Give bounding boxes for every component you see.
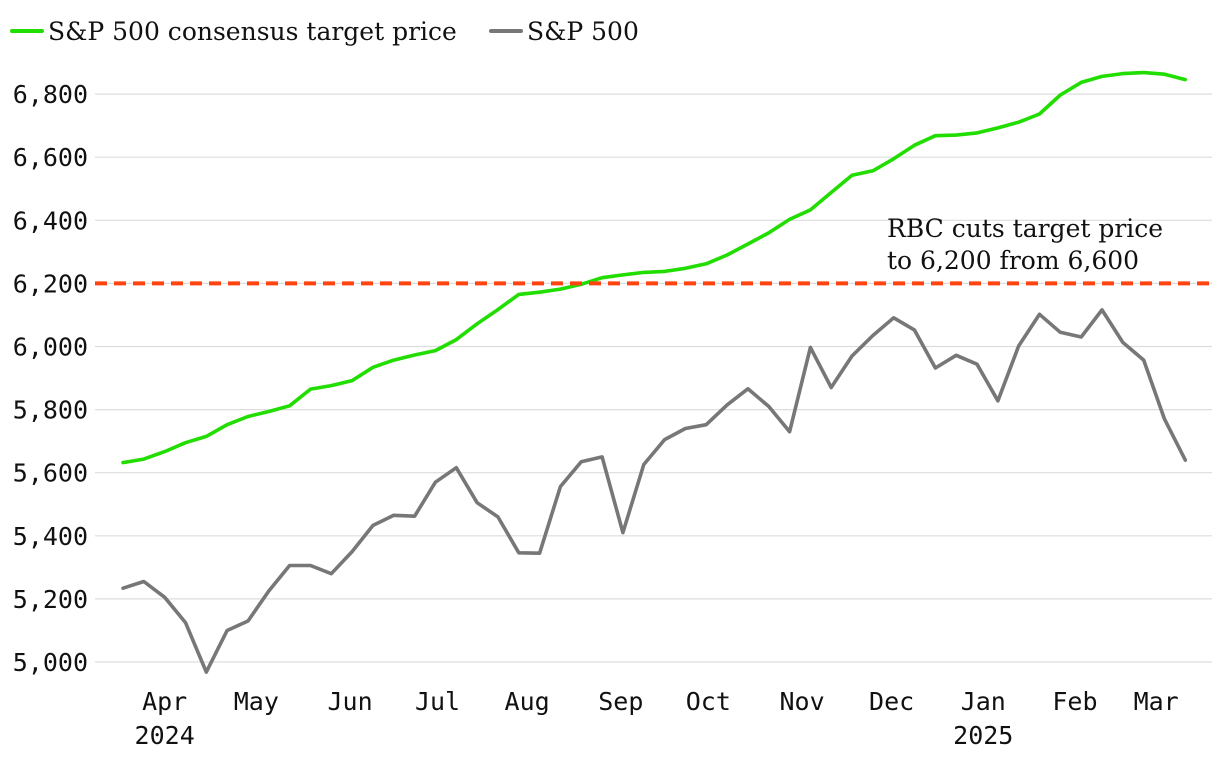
x-tick-year-label: 2024 xyxy=(135,721,195,750)
legend-label-sp500: S&P 500 xyxy=(527,17,639,46)
y-tick-label: 5,600 xyxy=(13,459,88,488)
x-tick-label: Aug xyxy=(505,687,550,716)
series-line-sp500 xyxy=(121,308,1188,674)
series-line-target-price xyxy=(121,70,1188,465)
y-tick-label: 6,200 xyxy=(13,269,88,298)
x-tick-label: Jul xyxy=(415,687,460,716)
y-tick-label: 5,000 xyxy=(13,648,88,677)
y-tick-label: 6,000 xyxy=(13,333,88,362)
x-tick-year-label: 2025 xyxy=(953,721,1013,750)
y-axis: 5,000 5,200 5,400 5,600 5,800 6,000 6,200 6,400… xyxy=(13,80,88,677)
annotation-line-1: RBC cuts target price xyxy=(887,214,1163,243)
x-tick-label: Mar xyxy=(1134,687,1179,716)
x-tick-label: Nov xyxy=(779,687,824,716)
x-axis: Apr 2024 May Jun Jul Aug Sep Oct Nov Dec Jan 2025 Fe… xyxy=(135,687,1179,750)
y-tick-label: 6,800 xyxy=(13,80,88,109)
y-tick-label: 5,400 xyxy=(13,522,88,551)
legend-label-target-price: S&P 500 consensus target price xyxy=(48,17,457,46)
x-tick-label: Dec xyxy=(869,687,914,716)
x-tick-label: Jan xyxy=(961,687,1006,716)
gridlines xyxy=(95,93,1212,663)
y-tick-label: 5,200 xyxy=(13,585,88,614)
x-tick-label: Feb xyxy=(1052,687,1097,716)
x-tick-label: Apr xyxy=(142,687,187,716)
y-tick-label: 5,800 xyxy=(13,396,88,425)
x-tick-label: May xyxy=(234,687,279,716)
y-tick-label: 6,600 xyxy=(13,143,88,172)
series-lines xyxy=(121,70,1188,674)
x-tick-label: Oct xyxy=(686,687,731,716)
annotation-line-2: to 6,200 from 6,600 xyxy=(887,246,1139,275)
x-tick-label: Jun xyxy=(327,687,372,716)
y-tick-label: 6,400 xyxy=(13,206,88,235)
legend: S&P 500 consensus target price S&P 500 xyxy=(10,17,639,46)
x-tick-label: Sep xyxy=(598,687,643,716)
annotation-group: RBC cuts target price to 6,200 from 6,60… xyxy=(887,214,1163,275)
